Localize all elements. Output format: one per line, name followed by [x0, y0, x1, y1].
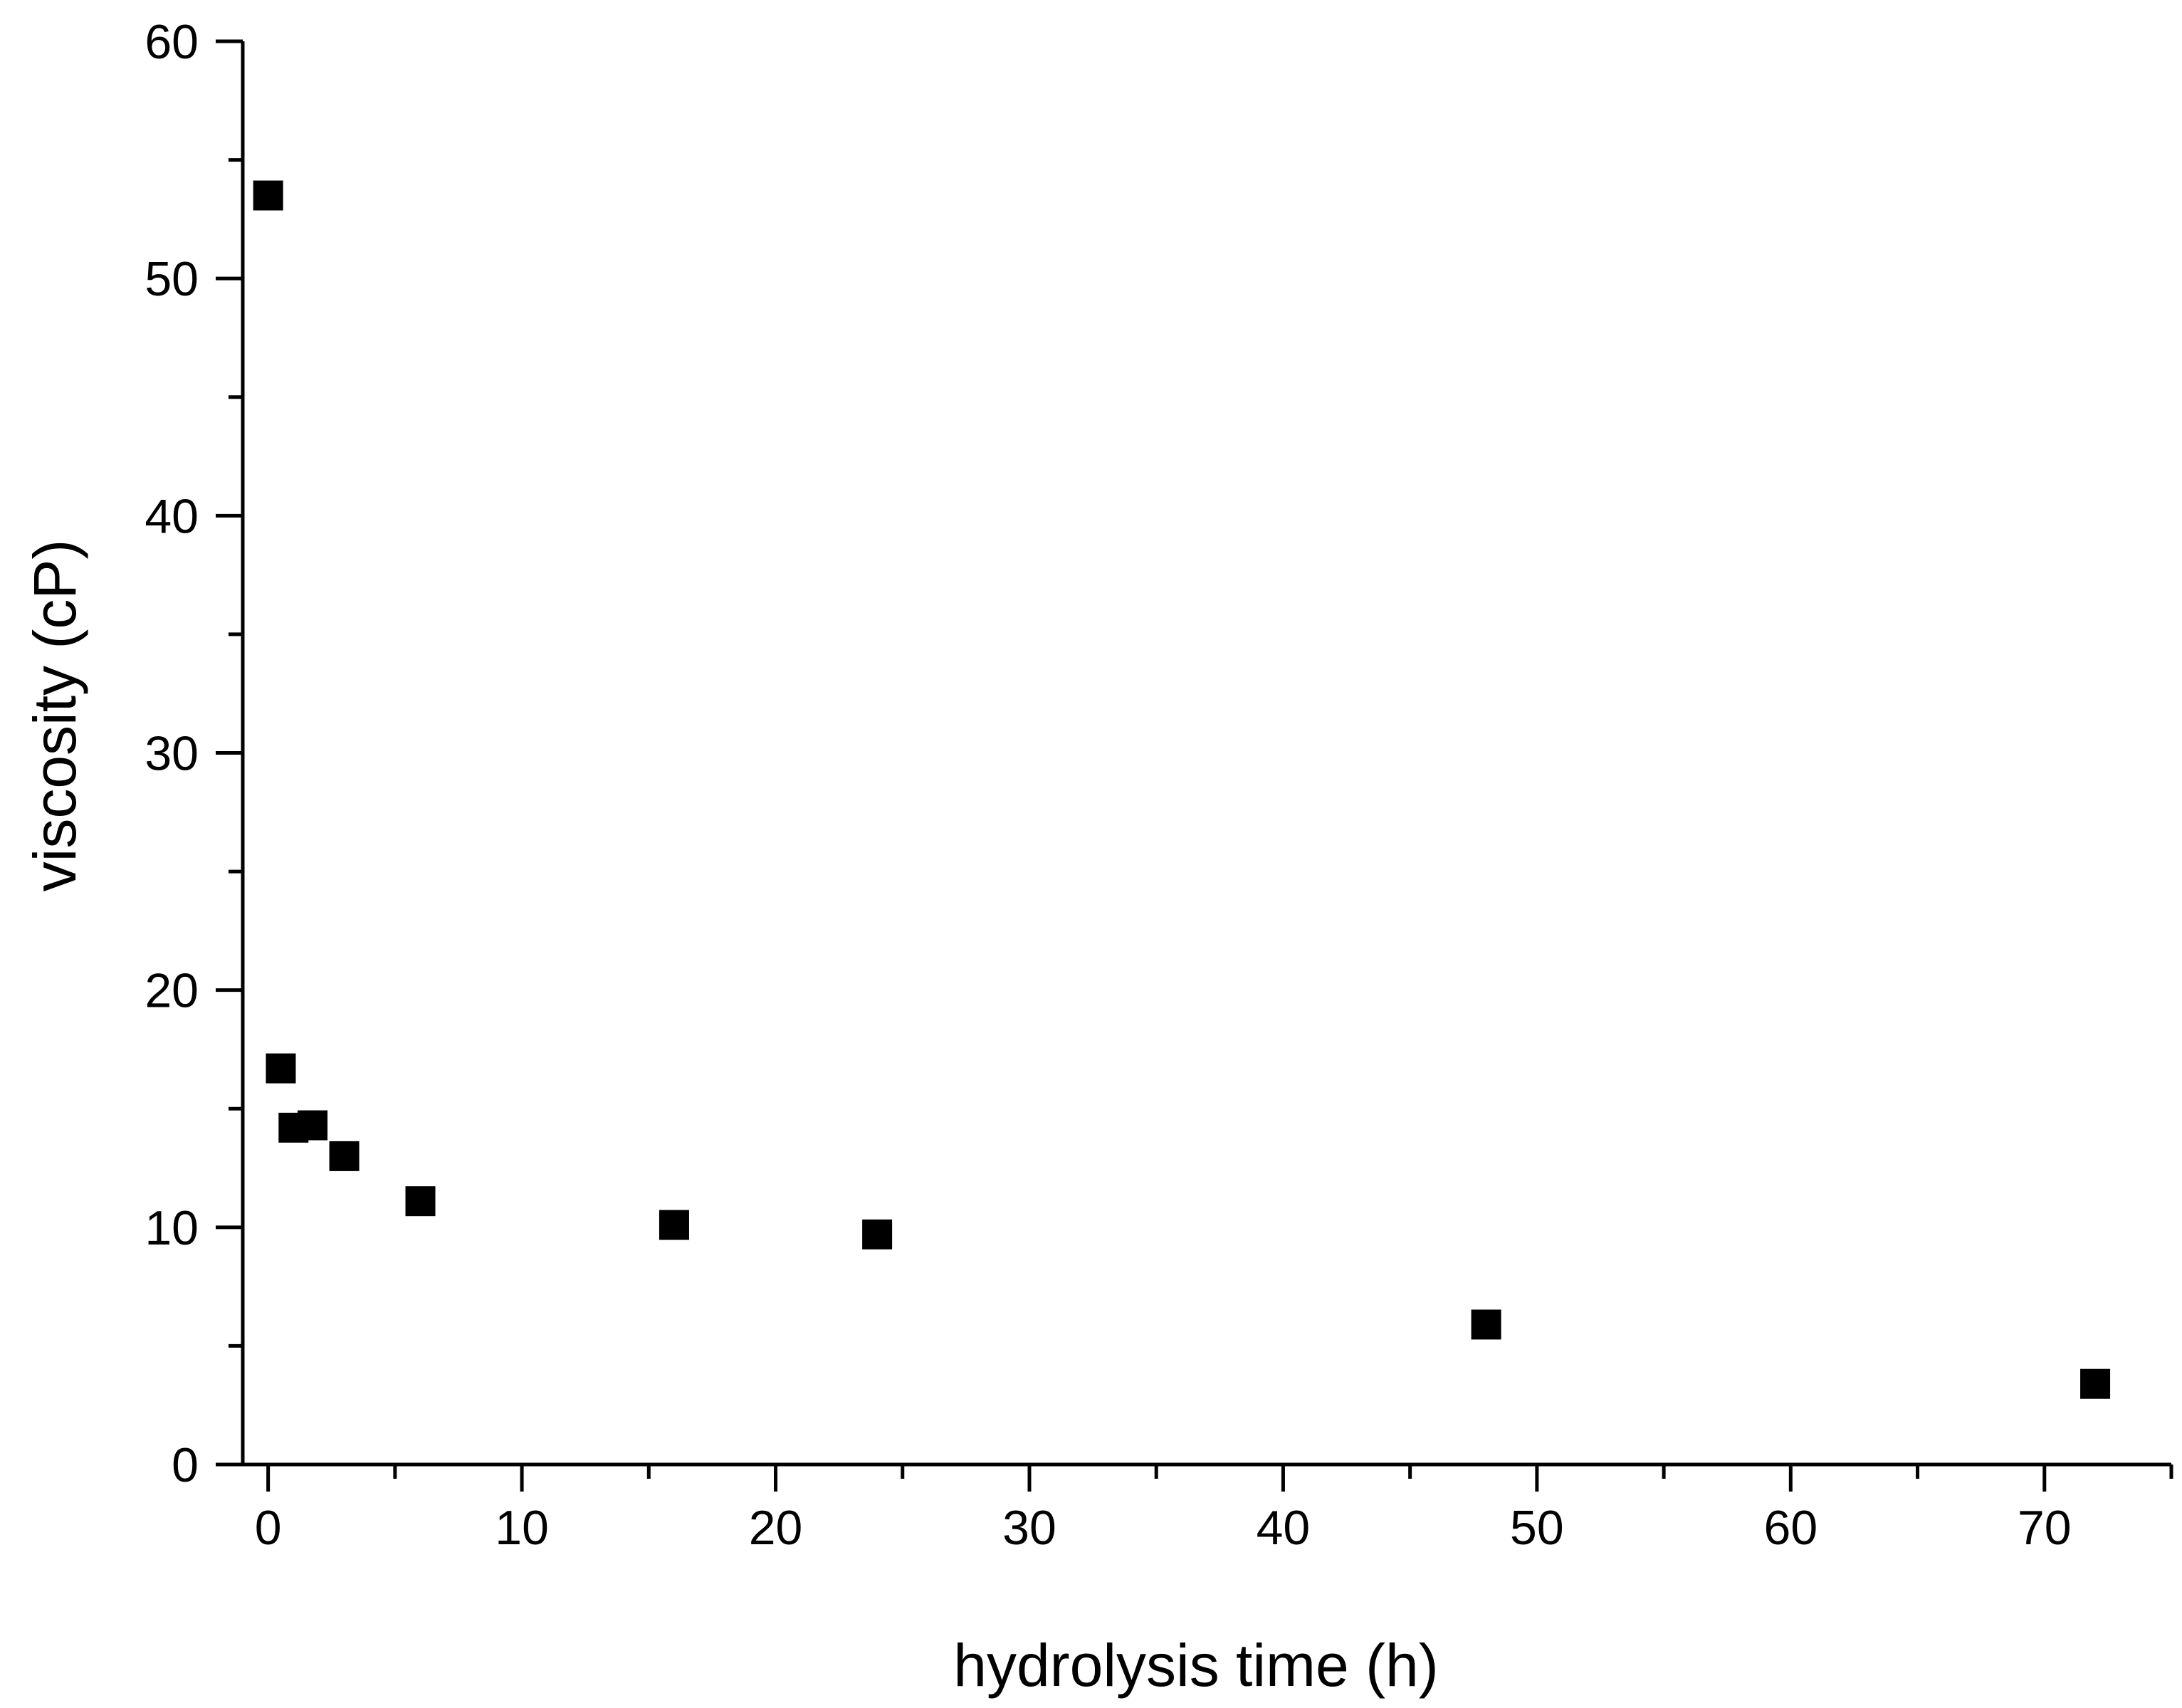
- x-tick-label: 60: [1764, 1501, 1818, 1555]
- x-tick-label: 30: [1002, 1501, 1056, 1555]
- y-tick-label: 10: [145, 1201, 199, 1255]
- y-tick-label: 60: [145, 15, 199, 69]
- x-tick-label: 10: [495, 1501, 549, 1555]
- x-tick-label: 70: [2018, 1501, 2072, 1555]
- x-tick-label: 50: [1510, 1501, 1564, 1555]
- y-axis-title: viscosity (cP): [21, 540, 88, 892]
- x-axis-title: hydrolysis time (h): [953, 1632, 1438, 1699]
- data-point: [2080, 1368, 2111, 1399]
- data-points: [253, 180, 2111, 1399]
- data-point: [266, 1053, 296, 1084]
- x-tick-label: 20: [749, 1501, 803, 1555]
- data-point: [253, 180, 283, 211]
- data-point: [659, 1210, 689, 1240]
- x-tick-label: 0: [255, 1501, 282, 1555]
- y-tick-label: 40: [145, 489, 199, 543]
- y-tick-label: 0: [172, 1438, 199, 1492]
- ticks: 0 10 20 30 40 50 60 70 0 10 20 30 40 50 60: [145, 15, 2173, 1555]
- data-point: [405, 1186, 436, 1217]
- y-tick-label: 50: [145, 252, 199, 306]
- data-point: [1471, 1309, 1501, 1340]
- axes: [241, 41, 2171, 1467]
- x-tick-label: 40: [1257, 1501, 1311, 1555]
- data-point: [329, 1141, 360, 1171]
- y-tick-label: 20: [145, 964, 199, 1018]
- data-point: [862, 1219, 893, 1249]
- data-point: [298, 1110, 328, 1141]
- y-tick-label: 30: [145, 727, 199, 781]
